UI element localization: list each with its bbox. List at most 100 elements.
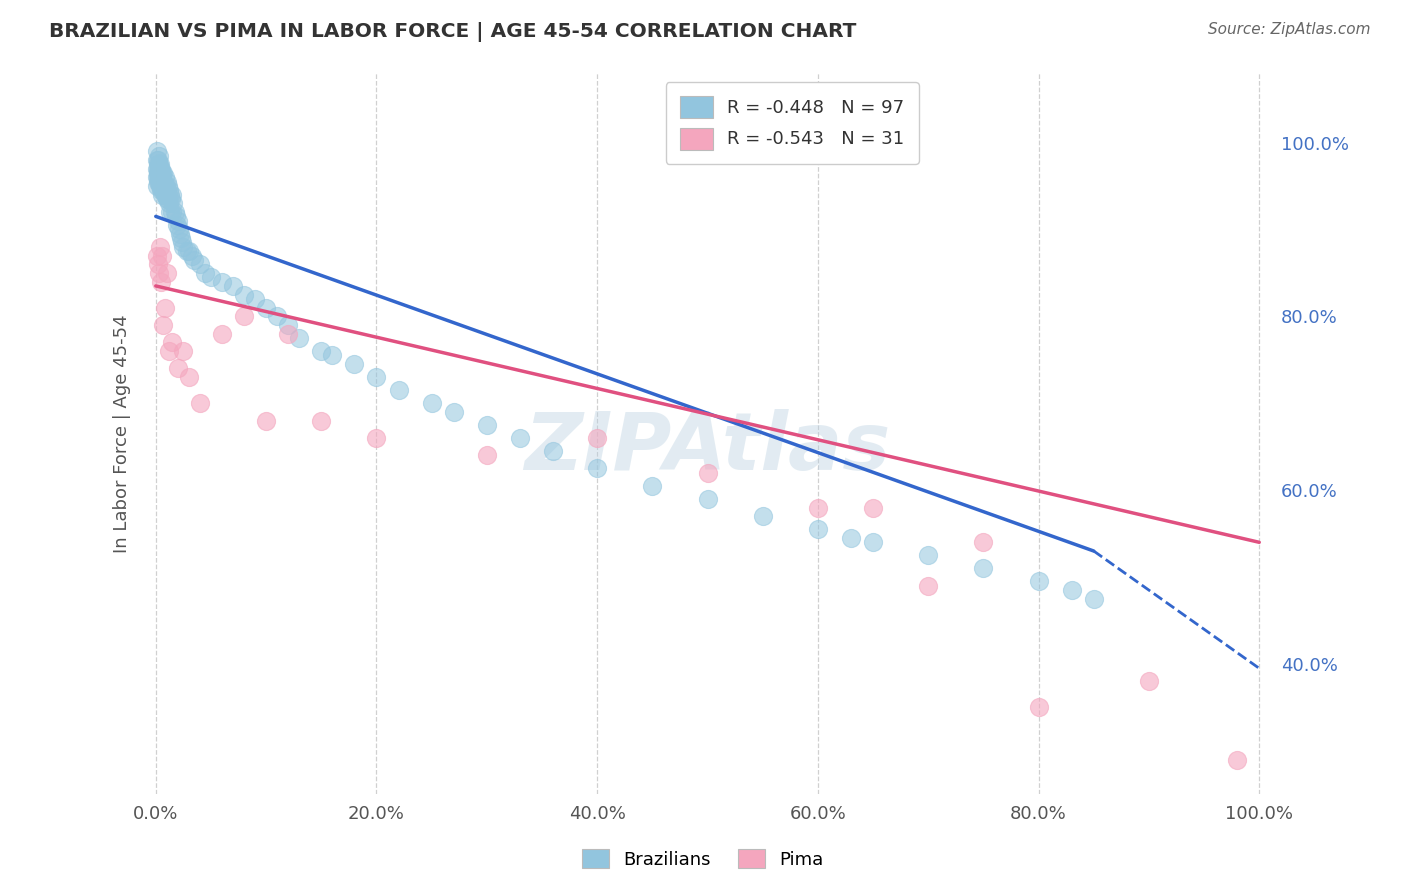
Point: [177, 244, 200, 259]
Point: [177, 370, 200, 384]
Point: [188, 257, 211, 271]
Point: [839, 531, 862, 545]
Point: [387, 383, 409, 397]
Point: [972, 561, 994, 575]
Text: Source: ZipAtlas.com: Source: ZipAtlas.com: [1208, 22, 1371, 37]
Point: [586, 461, 609, 475]
Point: [149, 170, 172, 185]
Point: [153, 187, 176, 202]
Point: [156, 192, 179, 206]
Point: [148, 161, 170, 176]
Point: [172, 240, 194, 254]
Text: BRAZILIAN VS PIMA IN LABOR FORCE | AGE 45-54 CORRELATION CHART: BRAZILIAN VS PIMA IN LABOR FORCE | AGE 4…: [49, 22, 856, 42]
Point: [146, 248, 169, 262]
Point: [146, 145, 169, 159]
Point: [146, 175, 169, 189]
Point: [172, 235, 194, 250]
Point: [420, 396, 443, 410]
Point: [157, 183, 180, 197]
Point: [167, 222, 190, 236]
Point: [146, 161, 169, 176]
Point: [162, 196, 184, 211]
Point: [156, 266, 179, 280]
Point: [148, 148, 170, 162]
Point: [162, 187, 184, 202]
Point: [475, 449, 498, 463]
Point: [1060, 583, 1083, 598]
Point: [155, 178, 177, 193]
Point: [156, 192, 179, 206]
Point: [148, 266, 170, 280]
Point: [163, 205, 186, 219]
Point: [146, 166, 169, 180]
Point: [150, 161, 173, 176]
Point: [917, 549, 939, 563]
Point: [150, 183, 173, 197]
Point: [311, 344, 333, 359]
Point: [150, 175, 173, 189]
Point: [169, 227, 191, 241]
Point: [509, 431, 531, 445]
Point: [150, 275, 173, 289]
Point: [152, 175, 174, 189]
Point: [170, 231, 193, 245]
Point: [146, 178, 169, 193]
Point: [1083, 591, 1105, 606]
Point: [148, 157, 170, 171]
Point: [321, 348, 343, 362]
Point: [152, 183, 174, 197]
Point: [149, 161, 172, 176]
Point: [254, 414, 277, 428]
Point: [233, 310, 256, 324]
Point: [146, 153, 169, 167]
Point: [148, 166, 170, 180]
Point: [183, 252, 205, 267]
Point: [146, 170, 169, 185]
Point: [156, 183, 179, 197]
Point: [696, 491, 718, 506]
Point: [150, 166, 173, 180]
Point: [1226, 753, 1249, 767]
Point: [157, 344, 180, 359]
Point: [148, 175, 170, 189]
Point: [152, 187, 174, 202]
Point: [254, 301, 277, 315]
Point: [157, 196, 180, 211]
Point: [152, 178, 174, 193]
Point: [366, 431, 388, 445]
Point: [862, 500, 884, 515]
Point: [222, 279, 245, 293]
Point: [188, 396, 211, 410]
Point: [159, 205, 181, 219]
Point: [156, 175, 179, 189]
Point: [366, 370, 388, 384]
Point: [176, 244, 198, 259]
Point: [211, 326, 233, 341]
Point: [211, 275, 233, 289]
Point: [541, 444, 564, 458]
Text: ZIPAtlas: ZIPAtlas: [524, 409, 890, 487]
Point: [266, 310, 288, 324]
Point: [443, 405, 465, 419]
Legend: R = -0.448   N = 97, R = -0.543   N = 31: R = -0.448 N = 97, R = -0.543 N = 31: [666, 82, 920, 164]
Point: [277, 326, 299, 341]
Point: [233, 287, 256, 301]
Point: [160, 192, 183, 206]
Point: [751, 509, 773, 524]
Point: [194, 266, 217, 280]
Point: [165, 210, 187, 224]
Point: [288, 331, 311, 345]
Point: [153, 178, 176, 193]
Point: [146, 257, 169, 271]
Point: [149, 178, 172, 193]
Point: [156, 178, 179, 193]
Point: [155, 187, 177, 202]
Point: [162, 335, 184, 350]
Point: [149, 157, 172, 171]
Point: [181, 248, 204, 262]
Point: [277, 318, 299, 332]
Point: [166, 213, 188, 227]
Point: [149, 240, 172, 254]
Point: [148, 170, 170, 185]
Point: [311, 414, 333, 428]
